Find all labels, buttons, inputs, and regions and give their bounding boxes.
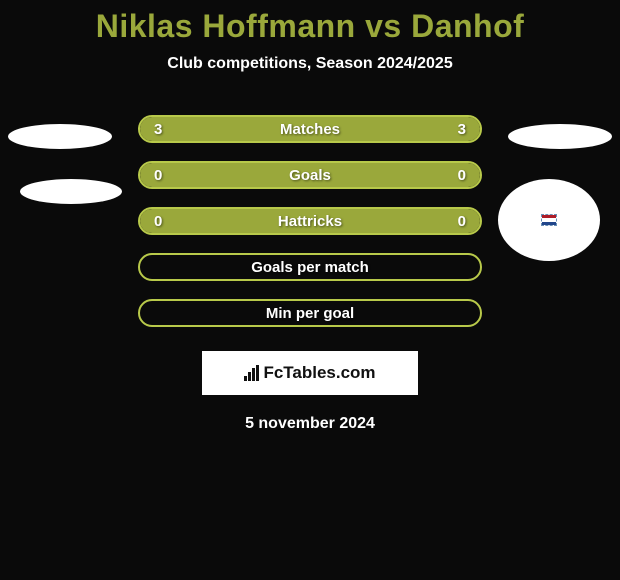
stat-row: 3 Matches 3: [138, 115, 482, 143]
stat-row: Goals per match: [138, 253, 482, 281]
stat-label: Goals per match: [251, 259, 369, 276]
player-left-avatar-placeholder: [8, 124, 112, 149]
stat-right-value: 3: [458, 121, 466, 138]
player-left-badge-placeholder: [20, 179, 122, 204]
date-text: 5 november 2024: [0, 415, 620, 433]
brand-box: FcTables.com: [202, 351, 418, 395]
player-right-avatar-placeholder: [508, 124, 612, 149]
stat-rows: 3 Matches 3 0 Goals 0 0 Hattricks 0 Goals per mat…: [138, 115, 482, 327]
stat-right-value: 0: [458, 213, 466, 230]
stat-right-value: 0: [458, 167, 466, 184]
stat-label: Goals: [289, 167, 331, 184]
stat-left-value: 0: [154, 213, 162, 230]
stat-label: Matches: [280, 121, 340, 138]
stat-row: 0 Hattricks 0: [138, 207, 482, 235]
stat-left-value: 0: [154, 167, 162, 184]
page-title: Niklas Hoffmann vs Danhof: [0, 8, 620, 45]
stat-label: Hattricks: [278, 213, 342, 230]
stat-row: Min per goal: [138, 299, 482, 327]
stat-left-fill: [140, 163, 310, 187]
brand-text: FcTables.com: [263, 363, 375, 383]
flag-icon: [541, 214, 557, 226]
stat-left-value: 3: [154, 121, 162, 138]
flag-stripe-bot: [542, 222, 556, 225]
player-right-badge: [498, 179, 600, 261]
stat-label: Min per goal: [266, 305, 354, 322]
page-subtitle: Club competitions, Season 2024/2025: [0, 55, 620, 73]
stat-right-fill: [310, 163, 480, 187]
brand-bars-icon: [244, 365, 259, 381]
stat-row: 0 Goals 0: [138, 161, 482, 189]
